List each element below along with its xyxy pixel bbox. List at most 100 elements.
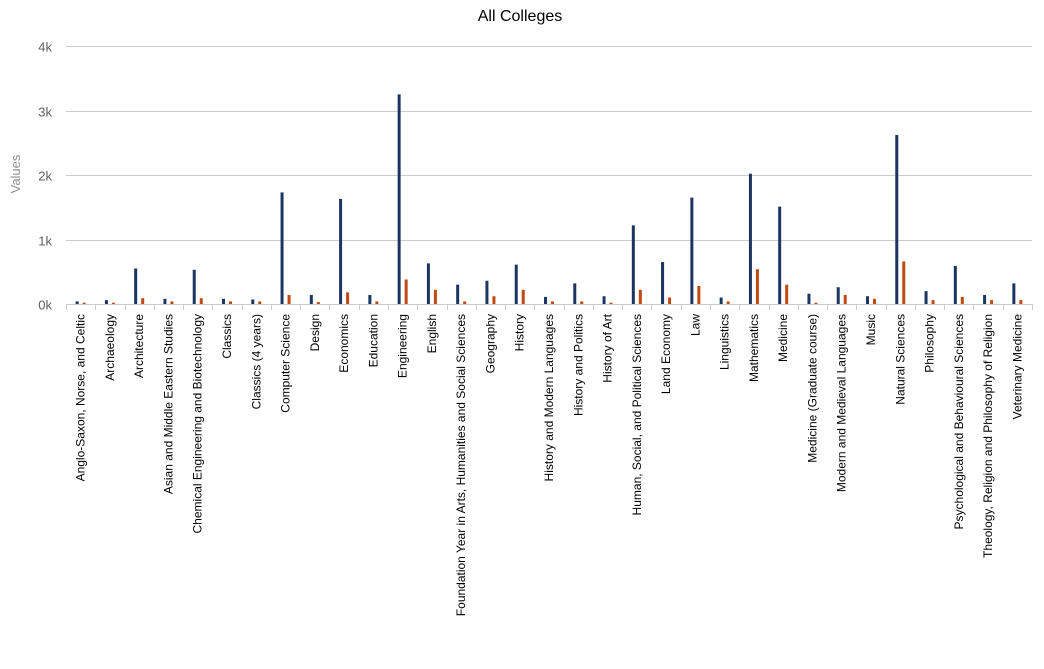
x-tick-label: English (425, 314, 439, 353)
bar-series2-5 (229, 301, 232, 304)
bar-series2-16 (551, 301, 554, 304)
x-tick-label: Geography (483, 314, 497, 373)
x-tick-label: History (513, 314, 527, 351)
x-tick-label: Land Economy (659, 314, 673, 394)
x-tick-label: Modern and Medieval Languages (835, 314, 849, 492)
bar-series1-29 (924, 291, 928, 304)
bar-series1-15 (514, 264, 518, 304)
x-tick-label: Archaeology (103, 314, 117, 381)
bar-series2-28 (902, 261, 906, 304)
y-tick-label: 3k (38, 105, 52, 120)
x-axis-ticks: Anglo-Saxon, Norse, and Celtic Archaeolog… (66, 304, 1033, 616)
bar-series2-4 (199, 298, 203, 304)
bar-series2-10 (375, 301, 379, 304)
bar-series2-31 (990, 300, 994, 304)
bar-series1-14 (485, 280, 489, 304)
bar-series1-1 (104, 300, 108, 304)
bar-series1-10 (368, 294, 372, 304)
bar-series2-17 (580, 301, 584, 304)
bar-series1-30 (953, 265, 957, 304)
bar-series1-22 (719, 297, 723, 304)
x-tick-label: Classics (4 years) (249, 314, 263, 409)
bar-series1-4 (192, 269, 196, 304)
bar-series1-31 (983, 294, 987, 304)
x-tick-label: Design (308, 314, 322, 351)
bar-series2-23 (755, 269, 759, 304)
x-tick-label: Human, Social, and Political Sciences (630, 314, 644, 515)
x-tick-label: Classics (220, 314, 234, 359)
bar-series1-25 (807, 293, 811, 304)
bar-series2-0 (82, 302, 86, 304)
x-tick-label: Computer Science (279, 314, 293, 413)
bar-series1-21 (690, 197, 694, 304)
bar-series2-15 (521, 289, 525, 304)
x-tick-label: History and Modern Languages (542, 314, 556, 481)
bar-series2-9 (346, 292, 350, 304)
bar-series2-2 (141, 298, 145, 304)
bar-series1-16 (544, 296, 547, 304)
bar-series1-28 (895, 135, 899, 304)
x-tick-label: Veterinary Medicine (1010, 314, 1024, 420)
bar-series2-22 (726, 301, 730, 304)
bar-series1-2 (134, 268, 138, 304)
bar-series2-21 (697, 285, 701, 304)
x-tick-label: Linguistics (718, 314, 732, 370)
bars (75, 94, 1023, 305)
x-tick-label: Natural Sciences (893, 314, 907, 405)
x-tick-label: History of Art (601, 313, 615, 382)
x-tick-label: Chemical Engineering and Biotechnology (191, 314, 205, 533)
gridlines (66, 46, 1032, 305)
bar-series1-24 (778, 206, 782, 304)
x-tick-label: Law (688, 314, 702, 336)
x-tick-label: Foundation Year in Arts, Humanities and … (454, 314, 468, 616)
bar-series2-29 (931, 300, 935, 304)
bar-series2-12 (433, 289, 437, 304)
bar-series2-19 (638, 289, 642, 304)
bar-series1-19 (631, 225, 635, 304)
bar-series2-30 (960, 296, 964, 304)
x-tick-label: Medicine (Graduate course) (805, 314, 819, 463)
bar-series1-32 (1012, 283, 1016, 304)
y-axis-ticks: 0k 1k 2k 3k 4k (38, 40, 52, 313)
bar-series2-25 (814, 302, 818, 304)
bar-series1-27 (866, 296, 869, 304)
bar-series1-8 (309, 294, 313, 304)
x-tick-label: Asian and Middle Eastern Studies (161, 314, 175, 494)
bar-series2-11 (404, 279, 408, 304)
bar-series2-6 (258, 301, 262, 304)
bar-series2-14 (492, 296, 496, 304)
bar-series2-3 (170, 301, 174, 304)
bar-series1-18 (602, 296, 606, 304)
bar-series2-24 (785, 284, 789, 304)
bar-series1-5 (222, 298, 225, 304)
y-tick-label: 4k (38, 40, 52, 55)
bar-series2-26 (843, 294, 847, 304)
x-tick-label: Engineering (396, 314, 410, 378)
chart-title: All Colleges (478, 8, 562, 25)
bar-series2-8 (316, 302, 320, 304)
x-tick-label: History and Politics (571, 314, 585, 416)
bar-series1-0 (75, 301, 79, 304)
bar-series1-13 (456, 284, 460, 304)
x-tick-label: Medicine (776, 314, 790, 362)
x-tick-label: Economics (337, 314, 351, 373)
y-tick-label: 2k (38, 169, 52, 184)
bar-series1-20 (661, 262, 665, 304)
bar-series2-1 (111, 302, 115, 304)
bar-series2-27 (873, 298, 876, 304)
x-tick-label: Theology, Religion and Philosophy of Rel… (981, 314, 995, 558)
bar-series2-20 (668, 297, 672, 304)
bar-series1-3 (163, 298, 167, 304)
bar-series2-32 (1019, 300, 1023, 304)
x-tick-label: Mathematics (747, 314, 761, 382)
bar-series2-18 (609, 302, 613, 304)
bar-series1-17 (573, 283, 577, 304)
bar-series1-9 (339, 198, 343, 304)
bar-series2-13 (463, 301, 467, 304)
bar-series1-11 (397, 94, 401, 305)
x-tick-label: Philosophy (923, 314, 937, 373)
x-tick-label: Music (864, 314, 878, 345)
bar-series1-23 (748, 173, 752, 304)
